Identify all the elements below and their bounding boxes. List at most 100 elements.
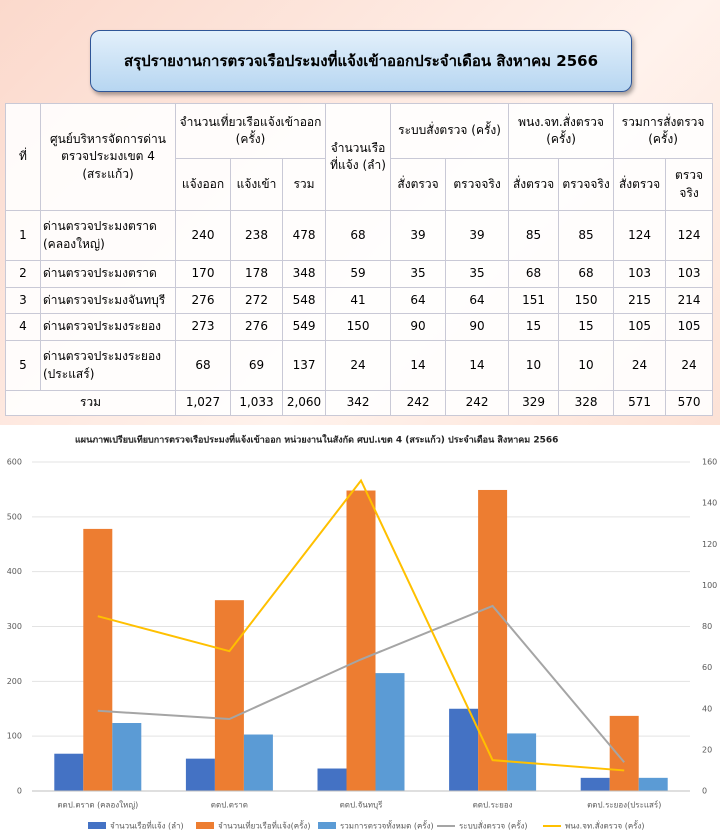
bar (580, 777, 610, 791)
total-cell: 242 (390, 390, 447, 416)
bar (317, 768, 347, 791)
bar (112, 723, 142, 791)
table-cell: 64 (390, 287, 447, 314)
bar (243, 734, 273, 791)
header-cell: ระบบสั่งตรวจ (ครั้ง) (390, 103, 510, 159)
header-cell: จำนวนเที่ยวเรือแจ้งเข้าออก (ครั้ง) (174, 103, 327, 159)
legend-swatch (88, 822, 106, 829)
table-cell: 68 (558, 260, 615, 288)
x-tick-label: ตดป.ระยอง(ประแสร์) (587, 800, 661, 810)
header-cell: พนง.จท.สั่งตรวจ (ครั้ง) (508, 103, 615, 159)
bar (185, 758, 215, 791)
legend-swatch (196, 822, 214, 829)
table-cell: 4 (5, 313, 41, 341)
table-cell: 273 (175, 313, 231, 341)
table-row: 5 ด่านตรวจประมงระยอง (ประแสร์) 68 69 137 24 14… (5, 340, 714, 391)
table-cell: 69 (230, 340, 283, 391)
table-cell: 150 (558, 287, 615, 314)
subheader-cell: รวม (281, 158, 327, 211)
total-cell: รวม (5, 390, 176, 416)
y2-tick-label: 0 (702, 787, 707, 796)
bar (638, 777, 668, 791)
y-tick-label: 0 (17, 787, 22, 796)
table-cell: 64 (445, 287, 510, 314)
total-cell: 2,060 (281, 390, 327, 416)
report-table: ที่ ศูนย์บริหารจัดการด่านตรวจประมงเขต 4 (… (5, 103, 714, 416)
table-cell: 14 (445, 340, 510, 391)
table-cell: 137 (281, 340, 327, 391)
table-cell: 276 (175, 287, 231, 314)
line (97, 478, 625, 772)
table-cell: 272 (230, 287, 283, 314)
subheader-cell: แจ้งเข้า (230, 158, 283, 211)
y2-tick-label: 140 (702, 499, 717, 508)
table-cell: ด่านตรวจประมงตราด (คลองใหญ่) (40, 210, 176, 261)
table-cell: 35 (445, 260, 510, 288)
total-cell: 342 (325, 390, 392, 416)
table-cell: 90 (445, 313, 510, 341)
bar (478, 489, 508, 791)
table-cell: 150 (325, 313, 392, 341)
legend-label: ระบบสั่งตรวจ (ครั้ง) (459, 820, 528, 831)
table-cell: 68 (175, 340, 231, 391)
bar (54, 753, 84, 791)
table-cell: ด่านตรวจประมงจันทบุรี (40, 287, 176, 314)
header-cell: ศูนย์บริหารจัดการด่านตรวจประมงเขต 4 (สระ… (40, 103, 176, 211)
bar (449, 708, 479, 791)
header-cell: ที่ (5, 103, 41, 211)
y2-tick-label: 80 (702, 622, 712, 631)
table-cell: 39 (445, 210, 510, 261)
subheader-cell: ตรวจจริง (665, 158, 714, 211)
subheader-cell: สั่งตรวจ (390, 158, 447, 211)
total-cell: 329 (508, 390, 560, 416)
table-cell: 151 (508, 287, 560, 314)
table-cell: 85 (508, 210, 560, 261)
total-cell: 1,027 (175, 390, 231, 416)
table-cell: 2 (5, 260, 41, 288)
chart-title: แผนภาพเปรียบเทียบการตรวจเรือประมงที่แจ้ง… (75, 433, 558, 446)
table-cell: 68 (325, 210, 392, 261)
subheader-cell: แจ้งออก (175, 158, 231, 211)
bar (83, 528, 113, 791)
table-cell: 240 (175, 210, 231, 261)
y-tick-label: 200 (7, 677, 22, 686)
y-tick-label: 300 (7, 622, 22, 631)
table-cell: 124 (613, 210, 667, 261)
x-tick-label: ตดป.ตราด (คลองใหญ่) (57, 801, 138, 810)
y-tick-label: 500 (7, 512, 22, 521)
page-title: สรุปรายงานการตรวจเรือประมงที่แจ้งเข้าออก… (90, 30, 632, 92)
table-cell: ด่านตรวจประมงตราด (40, 260, 176, 288)
bar (375, 673, 405, 791)
y2-tick-label: 100 (702, 581, 717, 590)
table-cell: 170 (175, 260, 231, 288)
table-cell: 15 (558, 313, 615, 341)
table-row: รวม 1,027 1,033 2,060 342 242 242 329 328 571 570 (5, 390, 714, 416)
y2-tick-label: 60 (702, 663, 712, 672)
table-cell: 276 (230, 313, 283, 341)
table-cell: ด่านตรวจประมงระยอง (40, 313, 176, 341)
y2-tick-label: 160 (702, 458, 717, 467)
table-cell: 105 (613, 313, 667, 341)
x-tick-label: ตดป.ตราด (211, 801, 248, 810)
header-cell: จำนวนเรือที่แจ้ง (ลำ) (325, 103, 392, 211)
table-cell: 68 (508, 260, 560, 288)
bar (214, 600, 244, 791)
table-cell: 214 (665, 287, 714, 314)
table-cell: 238 (230, 210, 283, 261)
table-cell: 90 (390, 313, 447, 341)
table-cell: 478 (281, 210, 327, 261)
table-cell: 10 (558, 340, 615, 391)
table-cell: 85 (558, 210, 615, 261)
y-tick-label: 400 (7, 567, 22, 576)
legend-label: จำนวนเรือที่แจ้ง (ลำ) (110, 820, 184, 831)
total-cell: 1,033 (230, 390, 283, 416)
table-cell: 39 (390, 210, 447, 261)
x-tick-label: ตดป.ระยอง (473, 801, 513, 810)
line (97, 604, 625, 763)
table-cell: 1 (5, 210, 41, 261)
table-cell: 124 (665, 210, 714, 261)
table-cell: 215 (613, 287, 667, 314)
total-cell: 571 (613, 390, 667, 416)
table-row: ที่ ศูนย์บริหารจัดการด่านตรวจประมงเขต 4 (… (5, 103, 714, 211)
